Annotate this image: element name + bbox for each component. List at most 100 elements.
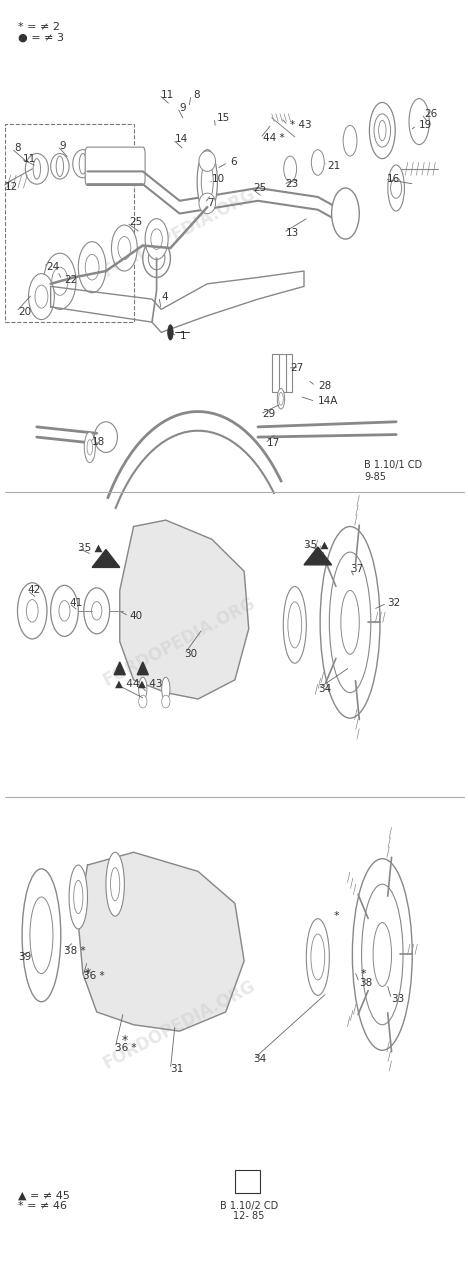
Ellipse shape: [197, 150, 218, 213]
Ellipse shape: [51, 154, 69, 180]
Ellipse shape: [201, 163, 213, 200]
Ellipse shape: [51, 585, 78, 636]
Ellipse shape: [352, 858, 412, 1051]
Text: 9: 9: [180, 103, 186, 113]
Ellipse shape: [84, 588, 110, 634]
Text: 1: 1: [180, 331, 186, 341]
Ellipse shape: [30, 897, 53, 974]
Text: 35 ▲: 35 ▲: [304, 539, 329, 549]
Text: 36 *: 36 *: [83, 971, 104, 981]
Text: 34: 34: [318, 684, 331, 694]
Ellipse shape: [148, 246, 165, 269]
Ellipse shape: [151, 228, 162, 249]
Text: 22: 22: [65, 275, 78, 285]
Text: 38: 38: [359, 978, 373, 988]
FancyBboxPatch shape: [85, 148, 145, 186]
Text: * 43: * 43: [290, 121, 312, 131]
Ellipse shape: [343, 126, 357, 157]
Circle shape: [277, 389, 285, 409]
Ellipse shape: [73, 880, 83, 913]
Text: 30: 30: [184, 649, 197, 659]
Text: 33: 33: [392, 994, 405, 1005]
Text: 11: 11: [23, 154, 36, 164]
Ellipse shape: [78, 241, 106, 293]
Text: 20: 20: [18, 307, 31, 317]
Ellipse shape: [284, 157, 297, 182]
Text: ▲ 43: ▲ 43: [138, 679, 163, 689]
Text: 6: 6: [230, 158, 237, 168]
Ellipse shape: [306, 919, 329, 996]
Text: 40: 40: [129, 611, 142, 621]
Text: 42: 42: [28, 585, 41, 595]
Text: FORDOPEDIA.ORG: FORDOPEDIA.ORG: [100, 185, 259, 281]
Ellipse shape: [95, 422, 117, 453]
Text: *: *: [361, 969, 367, 979]
Text: *: *: [84, 967, 91, 980]
Text: ▲ 44: ▲ 44: [115, 679, 139, 689]
Polygon shape: [304, 547, 332, 565]
Ellipse shape: [283, 586, 306, 663]
Ellipse shape: [362, 884, 403, 1025]
Circle shape: [168, 325, 173, 340]
Text: 28: 28: [318, 381, 331, 391]
Text: *: *: [121, 1034, 127, 1047]
Circle shape: [84, 432, 95, 463]
Text: ▲ = ≠ 45: ▲ = ≠ 45: [18, 1191, 70, 1201]
Text: 7: 7: [207, 199, 214, 208]
Text: 14A: 14A: [318, 396, 338, 407]
Text: 27: 27: [290, 363, 303, 373]
Text: 14: 14: [175, 135, 188, 145]
Text: 21: 21: [327, 162, 340, 172]
Text: 12: 12: [5, 182, 18, 191]
Polygon shape: [92, 549, 120, 567]
Circle shape: [56, 157, 64, 177]
Ellipse shape: [199, 151, 216, 172]
Ellipse shape: [311, 934, 325, 980]
Ellipse shape: [145, 218, 168, 259]
Circle shape: [79, 154, 87, 174]
Text: 19: 19: [419, 121, 432, 131]
Text: 29: 29: [263, 409, 276, 420]
Ellipse shape: [143, 239, 170, 277]
Ellipse shape: [52, 267, 68, 295]
Text: * = ≠ 46: * = ≠ 46: [18, 1201, 67, 1211]
Text: 9: 9: [60, 141, 66, 151]
Polygon shape: [51, 271, 304, 332]
Ellipse shape: [29, 273, 54, 319]
Ellipse shape: [369, 103, 395, 159]
Circle shape: [139, 677, 147, 701]
Ellipse shape: [106, 852, 124, 916]
Ellipse shape: [391, 178, 402, 199]
Ellipse shape: [118, 236, 131, 259]
Text: 24: 24: [46, 262, 59, 272]
Ellipse shape: [85, 254, 99, 280]
Text: 4: 4: [161, 291, 168, 302]
Text: 35 ▲: 35 ▲: [78, 543, 103, 553]
Ellipse shape: [139, 695, 147, 708]
Text: 32: 32: [387, 598, 400, 608]
Bar: [5, 124, 133, 322]
Text: * = ≠ 2: * = ≠ 2: [18, 22, 60, 32]
Text: FORDOPEDIA.ORG: FORDOPEDIA.ORG: [100, 976, 259, 1073]
Text: 10: 10: [212, 174, 225, 183]
Ellipse shape: [288, 602, 302, 648]
Text: 31: 31: [170, 1065, 183, 1074]
Text: 17: 17: [267, 439, 280, 449]
Text: 13: 13: [285, 227, 299, 237]
Text: 37: 37: [350, 563, 363, 574]
Ellipse shape: [111, 225, 137, 271]
Text: *: *: [333, 911, 339, 921]
Ellipse shape: [374, 114, 391, 148]
Ellipse shape: [25, 154, 48, 185]
Ellipse shape: [320, 526, 380, 718]
Ellipse shape: [409, 99, 429, 145]
Text: 12- 85: 12- 85: [233, 1211, 264, 1221]
Text: 41: 41: [69, 598, 82, 608]
Circle shape: [278, 393, 283, 405]
Text: ● = ≠ 3: ● = ≠ 3: [18, 32, 65, 42]
Ellipse shape: [35, 285, 48, 308]
Ellipse shape: [373, 922, 392, 987]
Ellipse shape: [69, 865, 88, 929]
Ellipse shape: [341, 590, 359, 654]
Text: 34: 34: [253, 1055, 267, 1064]
